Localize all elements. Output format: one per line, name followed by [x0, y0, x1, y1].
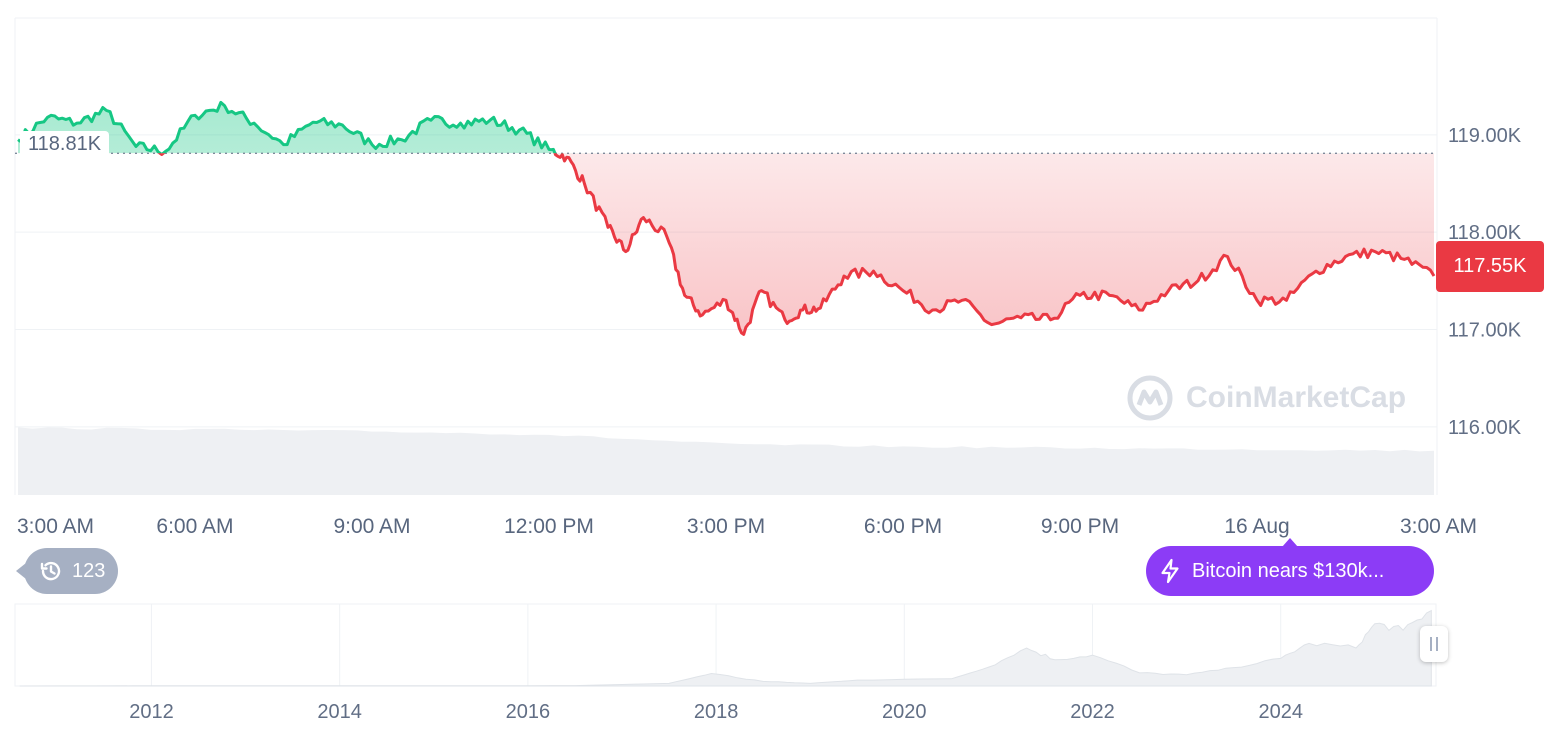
x-tick-label: 3:00 PM	[687, 515, 765, 538]
price-line-down	[157, 153, 1436, 336]
navigator-tick-label: 2014	[317, 701, 362, 723]
navigator-tick-label: 2016	[506, 701, 551, 723]
price-line-up	[17, 100, 564, 154]
x-axis-labels: 3:00 AM 6:00 AM 9:00 AM 12:00 PM 3:00 PM 6:00…	[17, 515, 1477, 538]
x-tick-label: 12:00 PM	[504, 515, 594, 538]
x-tick-label: 3:00 AM	[1400, 515, 1477, 538]
x-tick-label: 9:00 PM	[1041, 515, 1119, 538]
navigator-handle[interactable]	[1420, 626, 1448, 662]
volume-area	[18, 427, 1434, 495]
area-below-reference	[160, 153, 1434, 335]
navigator-tick-label: 2024	[1258, 701, 1303, 723]
y-tick-label: 116.00K	[1448, 417, 1522, 439]
y-tick-label: 119.00K	[1448, 125, 1522, 147]
y-tick-label: 117.00K	[1448, 320, 1522, 342]
x-tick-label: 9:00 AM	[333, 515, 410, 538]
x-tick-label: 6:00 AM	[156, 515, 233, 538]
navigator-tick-label: 2018	[694, 701, 739, 723]
reference-price-badge: 118.81K	[20, 131, 110, 157]
x-tick-label: 3:00 AM	[17, 515, 94, 538]
coinmarketcap-logo-icon	[1127, 375, 1173, 421]
current-price-label: 117.55K	[1453, 255, 1527, 277]
history-count: 123	[72, 559, 106, 582]
news-button[interactable]: Bitcoin nears $130k...	[1146, 538, 1434, 596]
navigator-tick-label: 2012	[129, 701, 174, 723]
x-tick-label: 6:00 PM	[864, 515, 942, 538]
history-icon	[40, 561, 61, 581]
current-price-badge: 117.55K	[1436, 241, 1544, 292]
news-text: Bitcoin nears $130k...	[1192, 559, 1385, 582]
watermark-text: CoinMarketCap	[1186, 381, 1407, 414]
navigator-tick-label: 2020	[882, 701, 927, 723]
y-tick-label: 118.00K	[1448, 222, 1522, 244]
history-button[interactable]: 123	[16, 548, 118, 594]
navigator-tick-label: 2022	[1070, 701, 1115, 723]
x-tick-label: 16 Aug	[1224, 515, 1289, 538]
reference-price-label: 118.81K	[28, 133, 102, 155]
navigator-axis-labels: 2012 2014 2016 2018 2020 2022 2024	[129, 701, 1303, 723]
y-axis-labels: 116.00K 117.00K 118.00K 119.00K	[1448, 125, 1522, 439]
navigator-area	[19, 609, 1432, 687]
watermark: CoinMarketCap	[1126, 374, 1406, 422]
lightning-icon	[1161, 558, 1179, 584]
